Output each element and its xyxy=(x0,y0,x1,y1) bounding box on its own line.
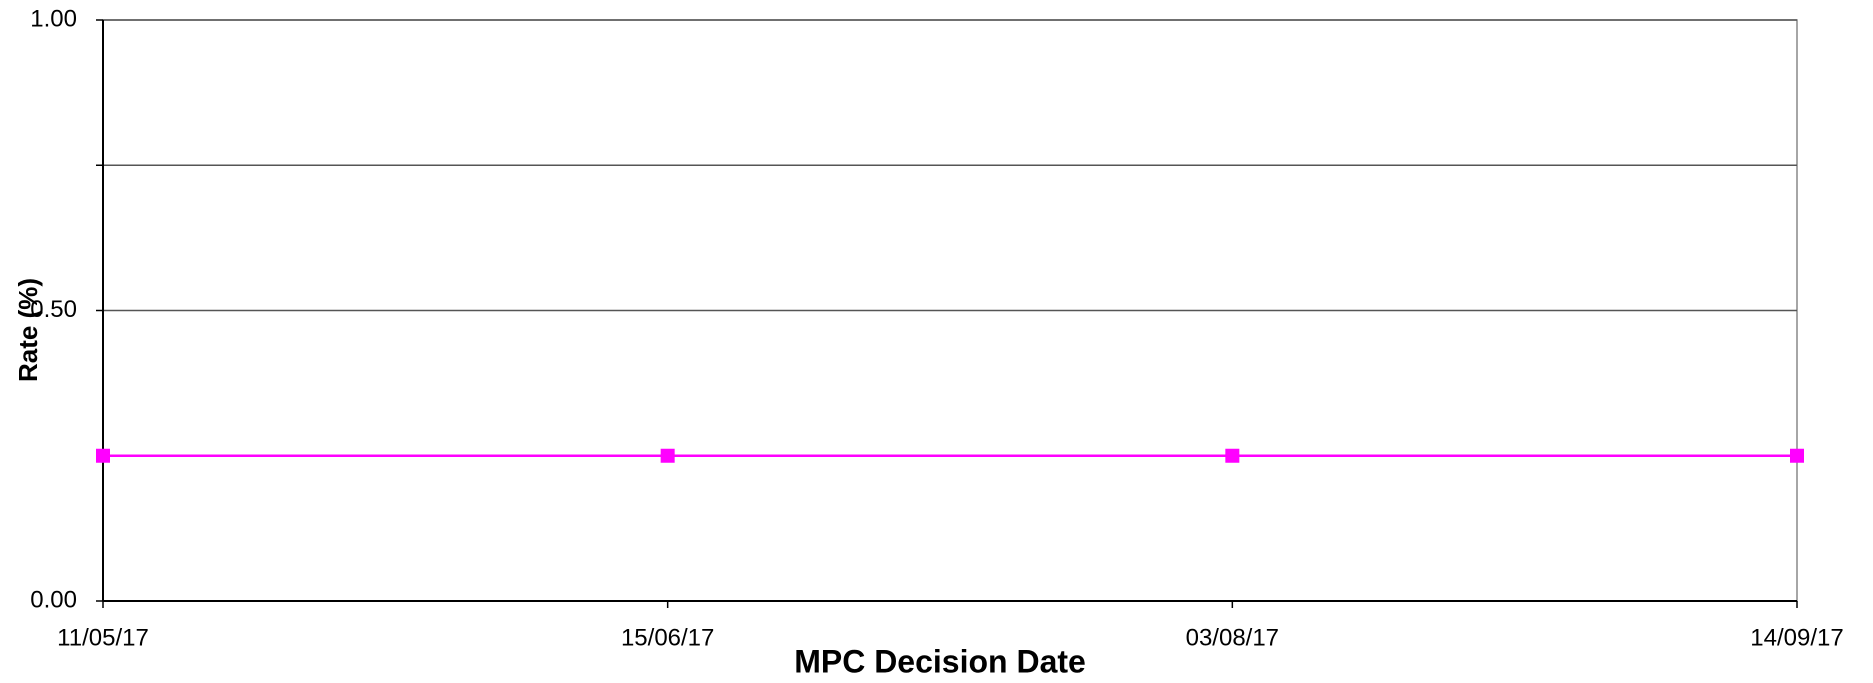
x-tick-label: 11/05/17 xyxy=(57,624,149,651)
y-axis-label: Rate (%) xyxy=(13,278,43,382)
y-tick-label: 0.50 xyxy=(30,296,77,323)
y-tick-label: 1.00 xyxy=(30,5,77,32)
data-point xyxy=(660,448,675,463)
data-point xyxy=(1790,448,1804,463)
data-point xyxy=(96,448,110,463)
data-point xyxy=(1225,448,1240,463)
x-tick-label: 14/09/17 xyxy=(1750,624,1843,651)
x-axis-label: MPC Decision Date xyxy=(794,643,1086,679)
x-tick-label: 15/06/17 xyxy=(621,624,714,651)
x-tick-label: 03/08/17 xyxy=(1186,624,1279,651)
y-tick-label: 0.00 xyxy=(30,586,77,613)
